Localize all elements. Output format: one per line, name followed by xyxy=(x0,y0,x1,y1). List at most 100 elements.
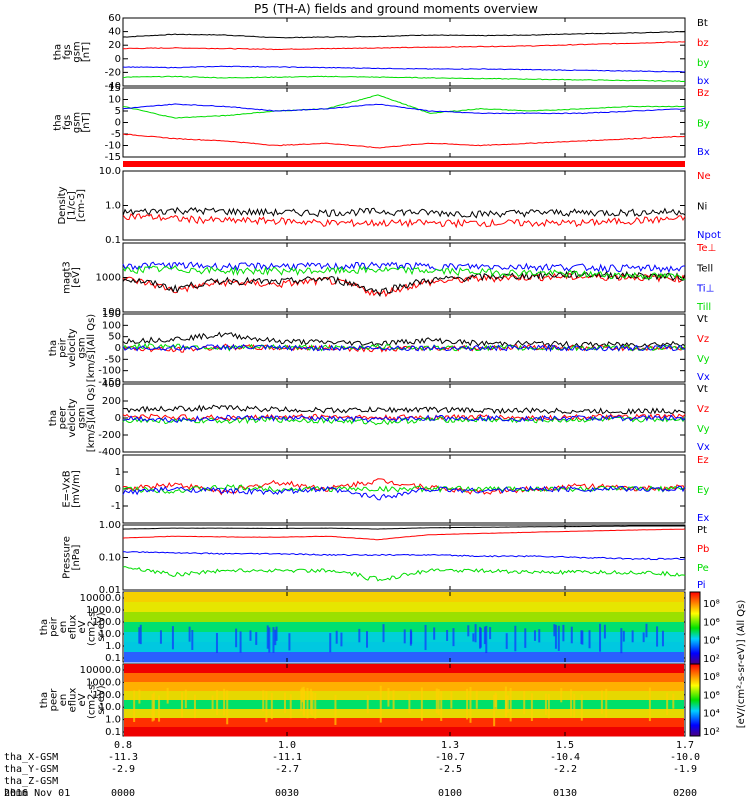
x-row-label: tha_Z-GSM xyxy=(4,776,58,787)
y-axis-label: tha xyxy=(48,410,59,426)
spectrogram-streak xyxy=(580,694,583,721)
spectrogram-streak xyxy=(366,695,369,714)
y-axis-label: eflux xyxy=(68,688,79,713)
spectrogram-streak xyxy=(599,623,602,652)
spectrogram-streak xyxy=(275,626,278,641)
y-tick-label: 0.10 xyxy=(99,553,121,564)
spectrogram-streak xyxy=(300,689,303,712)
spectrogram-streak xyxy=(557,625,560,651)
y-axis-label: gsm xyxy=(72,112,83,133)
y-tick-label: -5 xyxy=(111,129,121,140)
spectrogram-streak xyxy=(301,687,304,703)
y-axis-label: peir xyxy=(49,616,60,636)
y-axis-label: tha xyxy=(48,340,59,356)
spectrogram-streak xyxy=(450,691,453,709)
series-line-vx xyxy=(122,414,686,423)
y-axis-label: tha xyxy=(39,692,50,708)
x-row-value: -2.7 xyxy=(275,764,299,775)
spectrogram-streak xyxy=(530,693,533,721)
spectrogram-streak xyxy=(588,630,591,649)
spectrogram-streak xyxy=(334,694,337,725)
colorbar-upper xyxy=(689,591,701,665)
y-tick-label: 1.0 xyxy=(105,641,121,652)
y-axis-label: velocity xyxy=(67,398,78,437)
spectrogram-streak xyxy=(223,688,226,716)
x-row-value: -2.5 xyxy=(438,764,462,775)
legend-ni: Ni xyxy=(697,202,707,213)
spectrogram-streak xyxy=(523,691,526,715)
spectrogram-streak xyxy=(656,626,659,647)
spectrogram-streak xyxy=(409,629,412,646)
spectrogram-streak xyxy=(435,688,438,714)
y-axis-label: [cm-3] xyxy=(76,189,87,222)
spectrogram-streak xyxy=(283,692,286,714)
y-tick-label: 1.00 xyxy=(99,520,121,531)
y-tick-label: -400 xyxy=(98,447,121,458)
y-tick-label: 10000.0 xyxy=(80,593,121,604)
y-tick-label: 0 xyxy=(115,343,121,354)
spectrogram-streak xyxy=(138,627,141,644)
x-row-value: -2.2 xyxy=(553,764,577,775)
y-axis-label: [nT] xyxy=(81,42,92,62)
legend-vz: Vz xyxy=(697,404,709,415)
colorbar-tick-label: 10⁴ xyxy=(703,636,720,647)
y-axis-label: [nPa] xyxy=(71,544,82,570)
colorbar-lower xyxy=(689,663,701,737)
spectrogram-streak xyxy=(524,628,527,648)
legend-ti⊥: Ti⊥ xyxy=(696,284,714,295)
spectrogram-band xyxy=(124,709,684,719)
spectrogram-streak xyxy=(268,627,271,653)
spectrogram-streak xyxy=(310,688,313,715)
spectrogram-streak xyxy=(573,693,576,718)
x-row-value: 0030 xyxy=(275,788,299,799)
y-axis-label: gsm xyxy=(77,337,88,358)
series-line-pi xyxy=(122,551,686,561)
y-axis-label: [km/s](All Qs) xyxy=(86,314,97,382)
spectrogram-streak xyxy=(226,690,229,725)
plot-title: P5 (TH-A) fields and ground moments over… xyxy=(254,2,538,16)
legend-vt: Vt xyxy=(697,314,708,325)
spectrogram-streak xyxy=(603,624,606,639)
spectrogram-band xyxy=(124,718,684,728)
spectrogram-streak xyxy=(479,628,482,648)
x-row-value: -1.9 xyxy=(673,764,697,775)
spectrogram-streak xyxy=(249,630,252,641)
spectrogram-streak xyxy=(262,690,265,712)
y-tick-label: 0.1 xyxy=(105,235,121,246)
spectrogram-streak xyxy=(505,695,508,718)
legend-till: Till xyxy=(696,302,711,313)
spectrogram-streak xyxy=(672,693,675,709)
y-tick-label: -150 xyxy=(98,377,121,388)
panel-frame-fgs_gsm xyxy=(122,17,686,87)
y-axis-label: Pressure xyxy=(62,536,73,579)
series-line-ex xyxy=(122,485,686,501)
y-axis-label: eflux xyxy=(68,615,79,640)
spectrogram-streak xyxy=(472,633,475,642)
y-tick-label: 100.0 xyxy=(92,690,121,701)
spectrogram-streak xyxy=(600,690,603,714)
y-tick-label: 1 xyxy=(115,467,121,478)
spectrogram-streak xyxy=(514,625,517,652)
spectrogram-streak xyxy=(538,629,541,643)
y-tick-label: 10.0 xyxy=(99,702,121,713)
spectrogram-streak xyxy=(424,624,427,651)
legend-ez: Ez xyxy=(697,455,709,466)
spectrogram-streak xyxy=(554,624,557,649)
y-axis-label: [eV] xyxy=(71,267,82,288)
spectrogram-band xyxy=(124,691,684,701)
legend-ex: Ex xyxy=(697,513,709,524)
y-tick-label: 1000.0 xyxy=(86,605,121,616)
x-row-value: -10.7 xyxy=(435,752,465,763)
spectrogram-streak xyxy=(408,693,411,714)
y-tick-label: 20 xyxy=(108,40,121,51)
series-line-vy xyxy=(122,342,686,352)
legend-vy: Vy xyxy=(697,354,710,365)
y-tick-label: 15 xyxy=(108,83,121,94)
series-line-bz xyxy=(122,41,686,51)
y-tick-label: 10000.0 xyxy=(80,665,121,676)
series-line-vt xyxy=(122,404,686,415)
legend-bt: Bt xyxy=(697,18,708,29)
legend-by: by xyxy=(697,58,709,69)
spectrogram-streak xyxy=(366,631,369,648)
